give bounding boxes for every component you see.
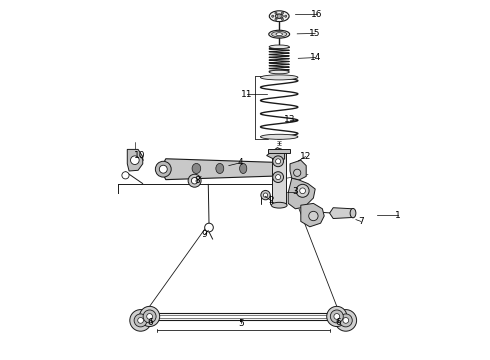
Circle shape [339,314,352,327]
Circle shape [122,172,129,179]
Circle shape [159,165,167,173]
Circle shape [155,161,171,177]
Circle shape [281,12,284,14]
Text: 8: 8 [195,176,200,185]
Ellipse shape [269,70,289,74]
Circle shape [281,18,284,21]
Circle shape [205,223,213,232]
Text: 14: 14 [310,53,321,62]
Circle shape [275,175,281,180]
Polygon shape [288,178,315,209]
Ellipse shape [261,75,298,80]
Ellipse shape [271,202,287,208]
Ellipse shape [350,208,356,218]
Polygon shape [127,149,143,171]
Circle shape [343,318,349,323]
Text: 7: 7 [358,217,364,226]
Text: 4: 4 [238,158,244,167]
Text: 10: 10 [134,152,146,161]
Circle shape [327,306,347,327]
Circle shape [273,172,284,183]
Ellipse shape [270,11,289,22]
Circle shape [296,184,309,197]
Circle shape [309,211,318,221]
Ellipse shape [275,14,283,18]
Circle shape [334,314,340,319]
Ellipse shape [269,45,289,49]
Circle shape [277,14,281,18]
Text: 5: 5 [238,319,244,328]
Text: 13: 13 [284,115,296,124]
Circle shape [300,188,305,194]
Circle shape [275,18,277,21]
Circle shape [271,15,274,17]
Circle shape [140,306,160,327]
Circle shape [130,310,151,331]
Circle shape [192,177,198,184]
Text: 6: 6 [335,318,341,327]
Text: 15: 15 [310,29,321,38]
Ellipse shape [261,134,298,139]
Circle shape [261,190,270,200]
Bar [269,149,290,153]
Circle shape [335,310,357,331]
Circle shape [263,193,268,197]
Text: 6: 6 [148,318,153,327]
Text: 3: 3 [292,187,297,196]
Circle shape [134,314,147,327]
Text: 2: 2 [268,196,274,205]
Circle shape [147,314,152,319]
Bar [272,151,286,205]
Text: 12: 12 [300,152,311,161]
Text: 9: 9 [202,230,208,239]
Circle shape [138,318,144,323]
Ellipse shape [192,163,201,174]
Polygon shape [301,203,324,227]
Circle shape [275,12,277,14]
Ellipse shape [276,33,282,36]
Text: 11: 11 [241,90,252,99]
Ellipse shape [240,163,247,174]
Circle shape [285,15,287,17]
Circle shape [188,174,201,187]
Ellipse shape [216,163,224,174]
Polygon shape [290,160,306,180]
Circle shape [143,310,156,323]
Circle shape [330,310,343,323]
Circle shape [273,156,284,167]
Ellipse shape [271,31,287,37]
Text: 16: 16 [311,10,323,19]
Circle shape [130,156,139,165]
Polygon shape [330,208,353,219]
Circle shape [294,169,301,176]
Ellipse shape [269,30,290,38]
Circle shape [275,159,281,164]
Polygon shape [267,148,285,159]
Text: 1: 1 [395,211,401,220]
Polygon shape [160,159,281,180]
